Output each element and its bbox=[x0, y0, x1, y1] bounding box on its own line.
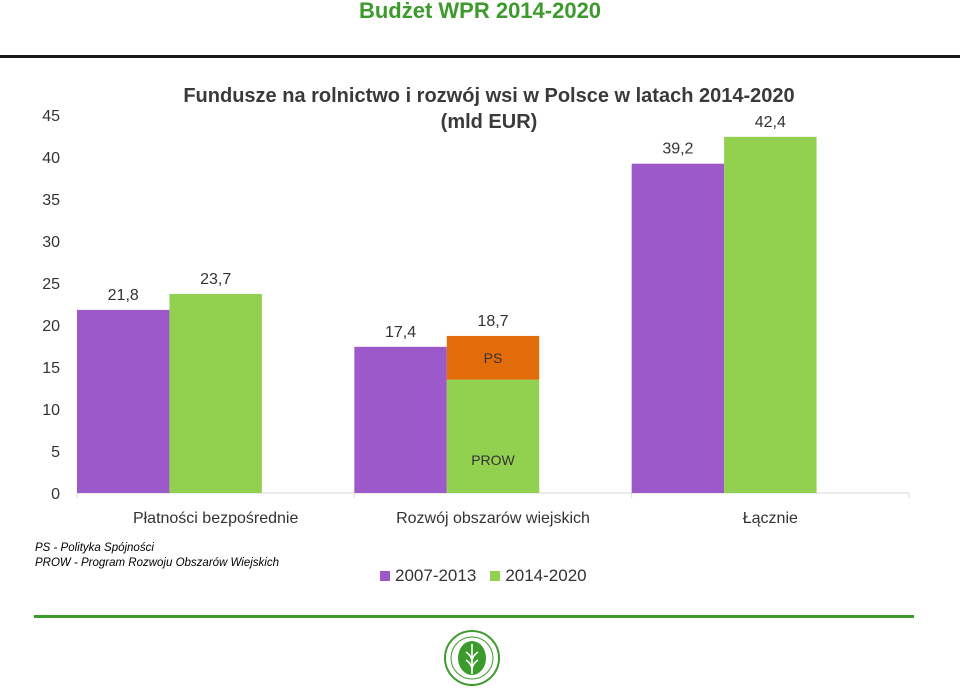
legend-label-2007-2013: 2007-2013 bbox=[395, 566, 477, 585]
y-tick-label: 30 bbox=[42, 234, 60, 251]
university-logo bbox=[444, 630, 500, 686]
data-label: 21,8 bbox=[108, 287, 139, 304]
y-tick-label: 40 bbox=[42, 150, 60, 167]
bar-segment-ps bbox=[446, 335, 540, 380]
legend-label-2014-2020: 2014-2020 bbox=[505, 566, 587, 585]
bar-segment-prow bbox=[446, 379, 540, 493]
y-tick-label: 45 bbox=[42, 108, 60, 125]
bar-chart: Fundusze na rolnictwo i rozwój wsi w Pol… bbox=[42, 85, 910, 527]
bar-2007-2013 bbox=[354, 346, 447, 493]
y-tick-label: 25 bbox=[42, 276, 60, 293]
data-label: 39,2 bbox=[662, 141, 693, 158]
y-tick-label: 10 bbox=[42, 402, 60, 419]
legend-swatch-2014-2020 bbox=[490, 571, 501, 581]
chart-subtitle: (mld EUR) bbox=[441, 111, 538, 133]
y-tick-label: 15 bbox=[42, 360, 60, 377]
x-category-label: Rozwój obszarów wiejskich bbox=[396, 510, 590, 527]
segment-label-prow: PROW bbox=[471, 452, 515, 468]
y-tick-label: 35 bbox=[42, 192, 60, 209]
top-divider bbox=[0, 55, 960, 58]
bar-2014-2020 bbox=[724, 136, 817, 493]
bar-2007-2013 bbox=[631, 163, 725, 493]
abbreviation-notes: PS - Polityka Spójności PROW - Program R… bbox=[35, 541, 279, 571]
y-tick-label: 5 bbox=[51, 444, 60, 461]
bar-2007-2013 bbox=[77, 309, 170, 493]
legend-item-2007-2013: 2007-2013 bbox=[380, 566, 476, 586]
data-label: 23,7 bbox=[200, 271, 231, 288]
y-tick-label: 20 bbox=[42, 318, 60, 335]
segment-label-ps: PS bbox=[484, 350, 503, 366]
note-ps: PS - Polityka Spójności bbox=[35, 542, 154, 554]
bar-2014-2020 bbox=[169, 293, 262, 493]
slide-title: Budżet WPR 2014-2020 bbox=[358, 0, 602, 23]
chart-legend: 2007-2013 2014-2020 bbox=[380, 566, 601, 586]
data-label: 18,7 bbox=[477, 313, 508, 330]
data-label: 42,4 bbox=[755, 114, 786, 131]
bottom-divider bbox=[34, 615, 914, 618]
chart-title: Fundusze na rolnictwo i rozwój wsi w Pol… bbox=[183, 85, 794, 107]
y-tick-label: 0 bbox=[51, 486, 60, 503]
x-category-label: Płatności bezpośrednie bbox=[133, 510, 299, 527]
x-category-label: Łącznie bbox=[743, 510, 798, 527]
legend-swatch-2007-2013 bbox=[380, 571, 390, 581]
legend-item-2014-2020: 2014-2020 bbox=[490, 566, 587, 586]
data-label: 17,4 bbox=[385, 324, 416, 341]
note-prow: PROW - Program Rozwoju Obszarów Wiejskic… bbox=[35, 557, 280, 569]
